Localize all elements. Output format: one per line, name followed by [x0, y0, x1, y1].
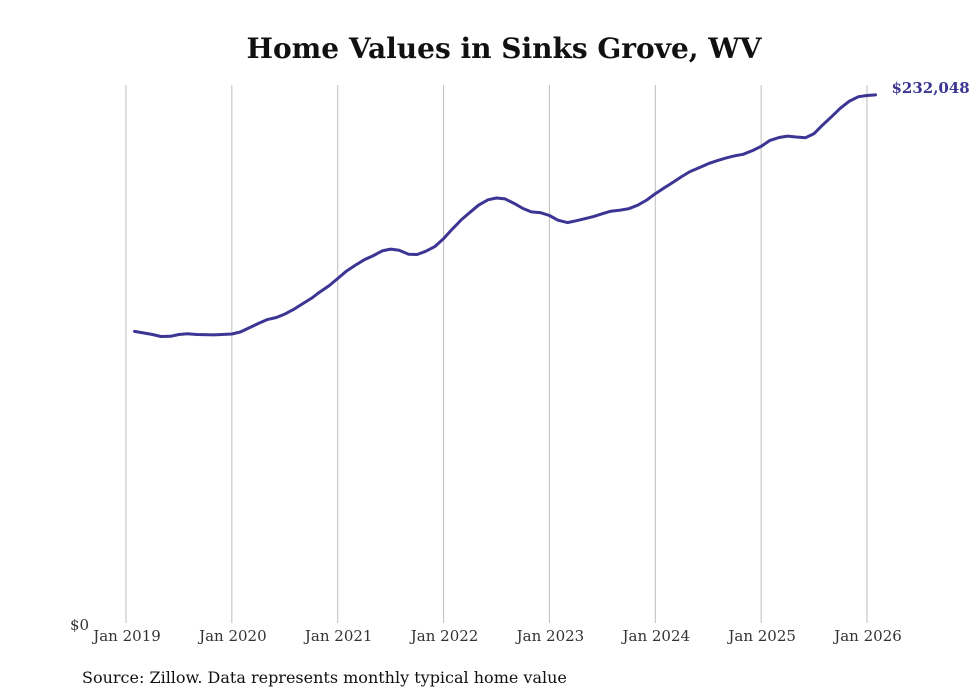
gridlines	[125, 85, 868, 623]
x-tick-label-2: Jan 2021	[303, 627, 373, 645]
x-tick-label-5: Jan 2024	[621, 627, 691, 645]
x-tick-label-1: Jan 2020	[197, 627, 267, 645]
x-tick-labels: Jan 2019 Jan 2020 Jan 2021 Jan 2022 Jan 2023…	[91, 627, 902, 645]
source-note: Source: Zillow. Data represents monthly …	[82, 668, 567, 687]
x-tick-label-3: Jan 2022	[409, 627, 479, 645]
end-value-label: $232,048	[891, 79, 969, 97]
x-tick-label-7: Jan 2026	[832, 627, 902, 645]
chart-title: Home Values in Sinks Grove, WV	[246, 32, 762, 65]
x-tick-label-0: Jan 2019	[91, 627, 161, 645]
y-zero-label: $0	[70, 616, 89, 634]
series-line	[133, 93, 877, 338]
x-tick-label-4: Jan 2023	[515, 627, 585, 645]
x-tick-label-6: Jan 2025	[726, 627, 796, 645]
